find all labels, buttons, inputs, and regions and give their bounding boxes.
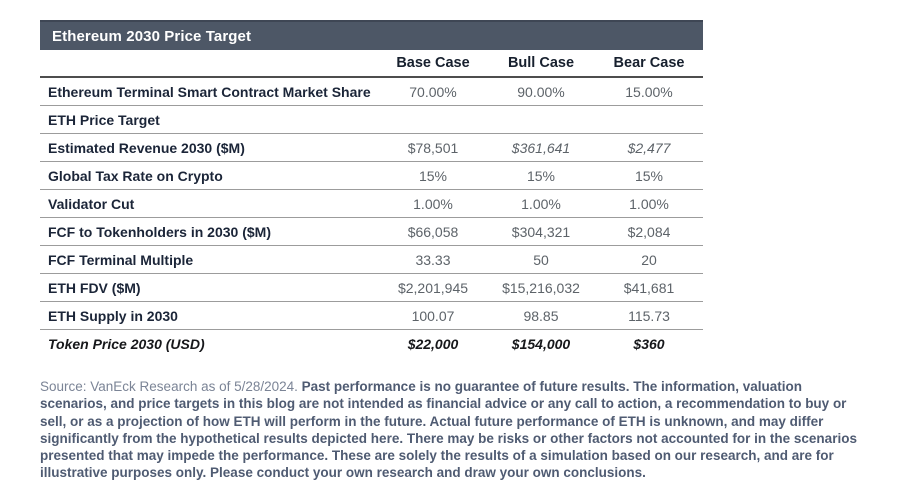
cell-value: 115.73 (628, 307, 670, 324)
cell-value: $41,681 (623, 279, 675, 296)
column-header-base-case: Base Case (396, 55, 470, 71)
source-disclaimer-text: Source: VanEck Research as of 5/28/2024.… (40, 378, 868, 482)
cell-value: 100.07 (411, 307, 455, 324)
cell-value: 20 (641, 251, 657, 268)
row-label: Estimated Revenue 2030 ($M) (48, 139, 245, 156)
table-row-global-tax-rate: Global Tax Rate on Crypto 15% 15% 15% (40, 162, 703, 190)
cell-value: $66,058 (407, 223, 459, 240)
cell-value: 15% (634, 167, 664, 184)
section-label: ETH Price Target (48, 111, 160, 128)
cell-value: 90.00% (517, 83, 565, 100)
price-target-table: Ethereum 2030 Price Target Base Case Bul… (40, 20, 703, 358)
row-label: Validator Cut (48, 195, 135, 212)
row-label: FCF to Tokenholders in 2030 ($M) (48, 223, 271, 240)
cell-value: 50 (533, 251, 549, 268)
row-label: FCF Terminal Multiple (48, 251, 194, 268)
column-header-bear-case: Bear Case (613, 55, 685, 71)
row-label: Global Tax Rate on Crypto (48, 167, 223, 184)
cell-value: $361,641 (511, 139, 571, 156)
table-row-fcf-terminal-multiple: FCF Terminal Multiple 33.33 50 20 (40, 246, 703, 274)
row-label: Token Price 2030 (USD) (48, 336, 205, 352)
table-row-estimated-revenue: Estimated Revenue 2030 ($M) $78,501 $361… (40, 134, 703, 162)
cell-value: $2,201,945 (397, 279, 469, 296)
cell-value: 15.00% (625, 83, 673, 100)
cell-value: $154,000 (511, 336, 571, 352)
table-row-token-price: Token Price 2030 (USD) $22,000 $154,000 … (40, 330, 703, 358)
row-label: ETH Supply in 2030 (48, 307, 178, 324)
cell-value: $78,501 (407, 139, 459, 156)
table-row-market-share: Ethereum Terminal Smart Contract Market … (40, 78, 703, 106)
row-label: ETH FDV ($M) (48, 279, 141, 296)
disclaimer-text: Past performance is no guarantee of futu… (40, 379, 857, 481)
cell-value: $304,321 (511, 223, 571, 240)
cell-value: 70.00% (409, 83, 457, 100)
table-row-fcf-tokenholders: FCF to Tokenholders in 2030 ($M) $66,058… (40, 218, 703, 246)
table-row-eth-supply: ETH Supply in 2030 100.07 98.85 115.73 (40, 302, 703, 330)
source-text: Source: VanEck Research as of 5/28/2024. (40, 379, 302, 394)
cell-value: $360 (633, 336, 665, 352)
table-row-section-eth-price-target: ETH Price Target (40, 106, 703, 134)
cell-value: $15,216,032 (502, 279, 580, 296)
cell-value: $2,477 (627, 139, 671, 156)
cell-value: $22,000 (407, 336, 459, 352)
column-header-bull-case: Bull Case (507, 55, 575, 71)
table-column-header-row: Base Case Bull Case Bear Case (40, 50, 703, 78)
cell-value: 15% (418, 167, 448, 184)
row-label: Ethereum Terminal Smart Contract Market … (48, 83, 371, 100)
cell-value: 1.00% (629, 195, 669, 212)
table-title: Ethereum 2030 Price Target (52, 27, 252, 45)
cell-value: $2,084 (627, 223, 671, 240)
cell-value: 15% (526, 167, 556, 184)
table-row-validator-cut: Validator Cut 1.00% 1.00% 1.00% (40, 190, 703, 218)
cell-value: 1.00% (521, 195, 561, 212)
cell-value: 98.85 (523, 307, 559, 324)
cell-value: 1.00% (413, 195, 453, 212)
cell-value: 33.33 (415, 251, 451, 268)
table-title-bar: Ethereum 2030 Price Target (40, 20, 703, 50)
table-row-eth-fdv: ETH FDV ($M) $2,201,945 $15,216,032 $41,… (40, 274, 703, 302)
